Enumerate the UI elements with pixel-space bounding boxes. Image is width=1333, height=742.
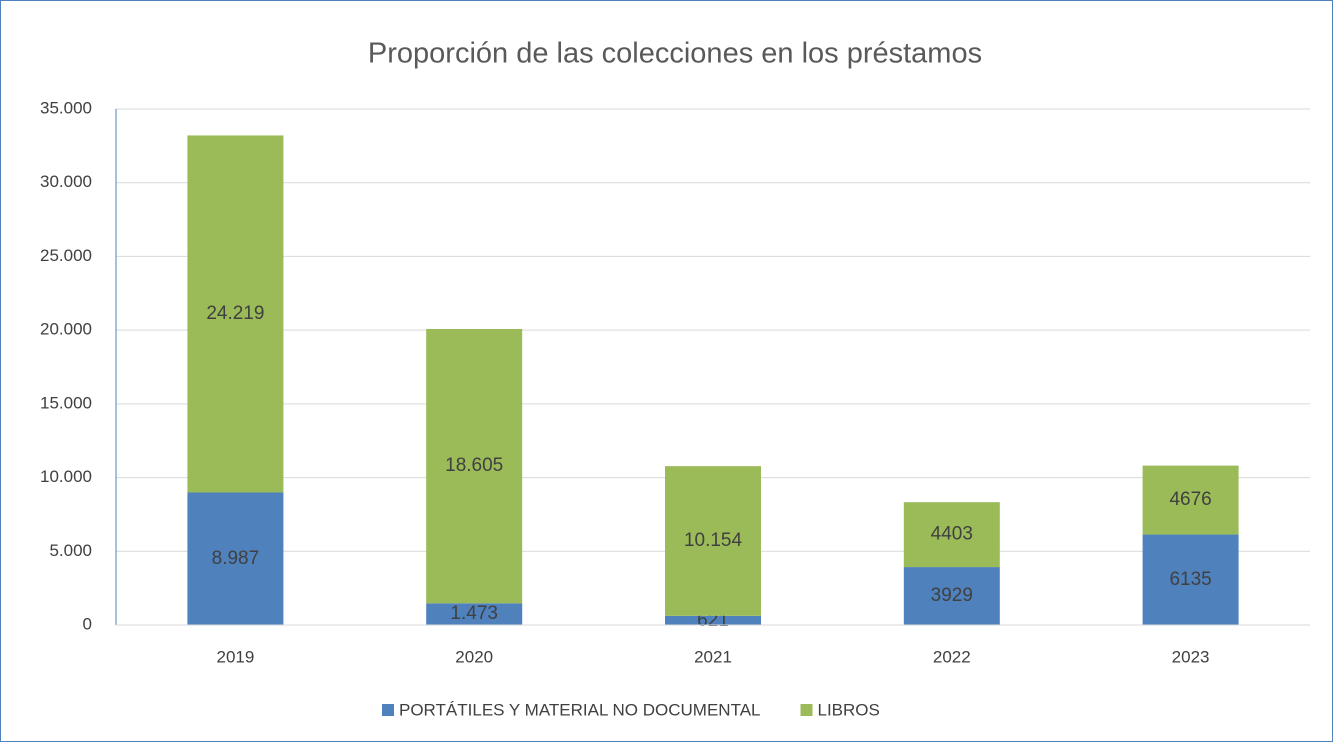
bar-segment [665,615,761,625]
legend-swatch [382,704,394,716]
y-tick-label: 0 [83,614,92,633]
legend-swatch [800,704,813,716]
y-tick-label: 20.000 [40,320,92,339]
legend-label: PORTÁTILES Y MATERIAL NO DOCUMENTAL [399,700,760,719]
data-label: 4403 [931,524,973,545]
x-tick-label: 2023 [1172,647,1210,666]
x-tick-label: 2020 [455,647,493,666]
bar-segment [903,567,1000,625]
data-label: 18.605 [445,455,503,476]
bar-segment [903,502,1000,568]
x-tick-label: 2021 [694,647,732,666]
data-label: 6135 [1169,569,1211,590]
data-label: 3929 [931,585,973,606]
y-tick-label: 25.000 [40,246,92,265]
data-label: 4676 [1169,489,1211,510]
legend-label: LIBROS [817,700,879,719]
data-label: 24.219 [206,303,264,324]
data-label: 8.987 [212,548,260,569]
data-label: 10.154 [684,530,743,551]
bar-segment [1142,465,1239,535]
chart-title: Proporción de las colecciones en los pré… [368,38,982,70]
x-tick-label: 2022 [933,647,971,666]
bar-segment [187,492,284,625]
data-label: 1.473 [450,603,498,624]
y-tick-label: 15.000 [40,393,92,412]
x-tick-label: 2019 [216,647,254,666]
bar-segment [426,328,523,604]
bar-segment [426,603,523,625]
y-tick-label: 30.000 [40,172,92,191]
y-tick-label: 10.000 [40,467,92,486]
y-tick-label: 5.000 [49,541,92,560]
bar-segment [665,466,761,616]
y-tick-label: 35.000 [40,98,92,117]
bar-segment [1142,534,1239,625]
bar-segment [187,135,284,493]
